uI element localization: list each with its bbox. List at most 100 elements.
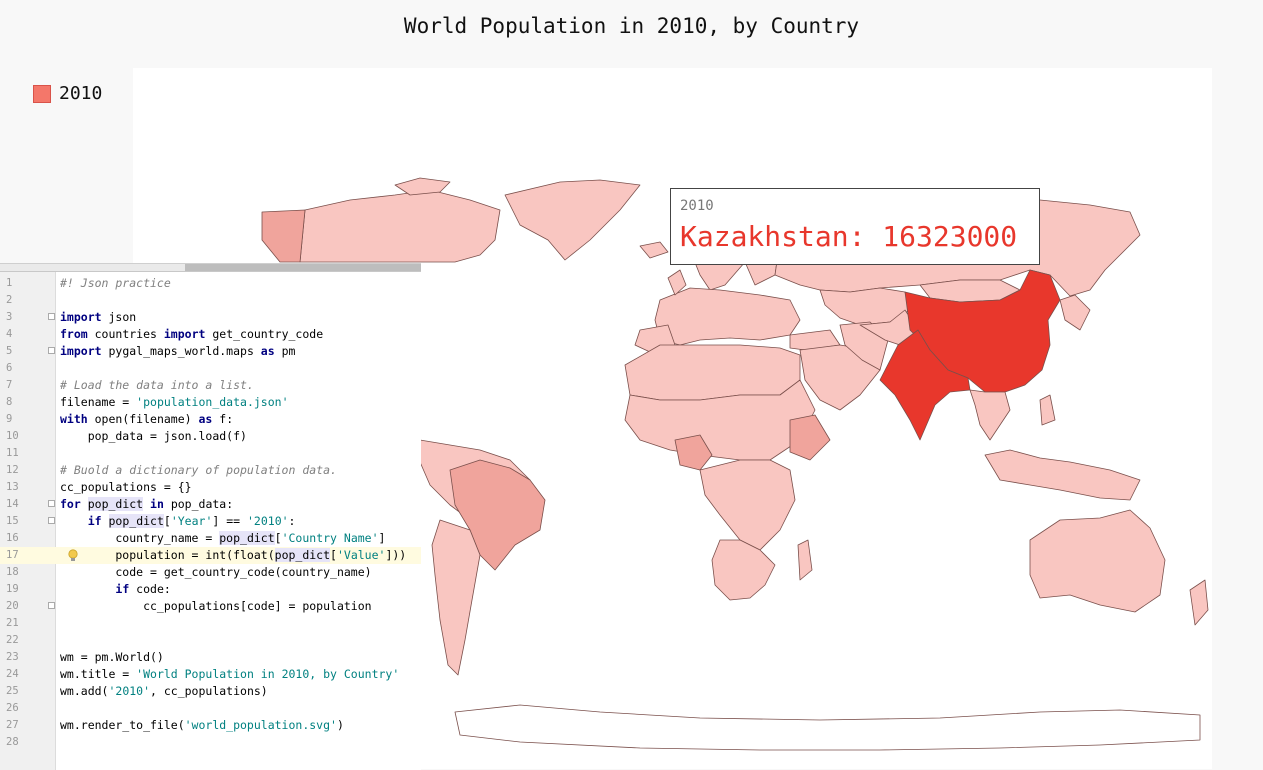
line-number: 18 <box>6 566 19 578</box>
code-line[interactable]: 7 # Load the data into a list. <box>0 377 421 394</box>
country-madagascar[interactable] <box>797 539 813 581</box>
country-canada-islands[interactable] <box>394 177 451 196</box>
code-line[interactable]: 18 code = get_country_code(country_name) <box>0 564 421 581</box>
line-number: 14 <box>6 498 19 510</box>
country-greenland[interactable] <box>504 179 641 261</box>
code-editor[interactable]: 1 #! Json practice 2 3 import json 4 from coun… <box>0 263 421 770</box>
code-line[interactable]: 13 cc_populations = {} <box>0 479 421 496</box>
code-text: # Load the data into a list. <box>60 378 254 392</box>
code-line[interactable]: 2 <box>0 292 421 309</box>
line-number: 27 <box>6 719 19 731</box>
code-line[interactable]: 17 population = int(float(pop_dict['Valu… <box>0 547 421 564</box>
line-number: 16 <box>6 532 19 544</box>
editor-tab-active[interactable] <box>185 264 421 271</box>
line-number: 22 <box>6 634 19 646</box>
country-brazil[interactable] <box>449 459 546 571</box>
fold-icon[interactable] <box>48 602 55 609</box>
country-argentina-chile[interactable] <box>431 519 481 676</box>
country-ethiopia[interactable] <box>789 414 831 461</box>
code-text: filename = 'population_data.json' <box>60 395 289 409</box>
line-number: 12 <box>6 464 19 476</box>
country-africa-central[interactable] <box>699 459 796 551</box>
code-line[interactable]: 25 wm.add('2010', cc_populations) <box>0 683 421 700</box>
code-line[interactable]: 28 <box>0 734 421 751</box>
code-line[interactable]: 9 with open(filename) as f: <box>0 411 421 428</box>
code-line[interactable]: 8 filename = 'population_data.json' <box>0 394 421 411</box>
line-number: 6 <box>6 362 13 374</box>
code-line[interactable]: 1 #! Json practice <box>0 275 421 292</box>
code-text: code = get_country_code(country_name) <box>60 565 372 579</box>
line-number: 21 <box>6 617 19 629</box>
code-line[interactable]: 21 <box>0 615 421 632</box>
country-iceland[interactable] <box>639 241 669 259</box>
country-usa-alaska[interactable] <box>261 209 306 263</box>
country-canada[interactable] <box>299 189 501 263</box>
line-number: 1 <box>6 277 13 289</box>
code-line[interactable]: 14 for pop_dict in pop_data: <box>0 496 421 513</box>
fold-icon[interactable] <box>48 517 55 524</box>
line-number: 10 <box>6 430 19 442</box>
line-number: 11 <box>6 447 19 459</box>
code-line[interactable]: 15 if pop_dict['Year'] == '2010': <box>0 513 421 530</box>
line-number: 5 <box>6 345 13 357</box>
code-line[interactable]: 23 wm = pm.World() <box>0 649 421 666</box>
country-europe-west[interactable] <box>654 287 801 346</box>
country-africa-south[interactable] <box>711 539 776 601</box>
code-line[interactable]: 24 wm.title = 'World Population in 2010, … <box>0 666 421 683</box>
line-number: 17 <box>6 549 19 561</box>
country-new-zealand[interactable] <box>1189 579 1209 626</box>
code-line[interactable]: 11 <box>0 445 421 462</box>
line-number: 24 <box>6 668 19 680</box>
line-number: 7 <box>6 379 13 391</box>
country-nigeria[interactable] <box>674 434 713 471</box>
code-text: country_name = pop_dict['Country Name'] <box>60 531 386 545</box>
code-line[interactable]: 16 country_name = pop_dict['Country Name… <box>0 530 421 547</box>
map-tooltip: 2010 Kazakhstan: 16323000 <box>670 188 1040 265</box>
line-number: 3 <box>6 311 13 323</box>
line-number: 13 <box>6 481 19 493</box>
fold-icon[interactable] <box>48 313 55 320</box>
code-line[interactable]: 6 <box>0 360 421 377</box>
fold-icon[interactable] <box>48 347 55 354</box>
code-line[interactable]: 22 <box>0 632 421 649</box>
code-line[interactable]: 19 if code: <box>0 581 421 598</box>
code-text: cc_populations = {} <box>60 480 192 494</box>
code-text: from countries import get_country_code <box>60 327 324 341</box>
code-line[interactable]: 10 pop_data = json.load(f) <box>0 428 421 445</box>
tooltip-value: Kazakhstan: 16323000 <box>680 220 1018 253</box>
editor-tab-strip[interactable] <box>0 264 185 271</box>
line-number: 8 <box>6 396 13 408</box>
code-text: if pop_dict['Year'] == '2010': <box>87 514 296 528</box>
code-text: wm.render_to_file('world_population.svg'… <box>60 718 344 732</box>
tooltip-series: 2010 <box>680 198 714 214</box>
country-uk[interactable] <box>667 269 687 296</box>
country-australia[interactable] <box>1029 509 1166 613</box>
lightbulb-icon[interactable] <box>67 549 79 562</box>
code-text: if code: <box>115 582 171 596</box>
code-line[interactable]: 26 <box>0 700 421 717</box>
code-text: for pop_dict in pop_data: <box>60 497 234 511</box>
code-line[interactable]: 27 wm.render_to_file('world_population.sv… <box>0 717 421 734</box>
editor-body[interactable]: 1 #! Json practice 2 3 import json 4 from coun… <box>0 272 421 770</box>
code-line[interactable]: 3 import json <box>0 309 421 326</box>
country-indonesia[interactable] <box>984 449 1141 501</box>
line-number: 23 <box>6 651 19 663</box>
code-text: with open(filename) as f: <box>60 412 234 426</box>
code-line[interactable]: 4 from countries import get_country_code <box>0 326 421 343</box>
legend-item-2010[interactable]: 2010 <box>33 83 102 104</box>
country-philippines[interactable] <box>1039 394 1056 426</box>
code-text: import json <box>60 310 137 324</box>
code-line[interactable]: 20 cc_populations[code] = population <box>0 598 421 615</box>
code-text: population = int(float(pop_dict['Value']… <box>60 548 407 562</box>
country-korea-japan[interactable] <box>1059 294 1091 331</box>
code-text: pop_data = json.load(f) <box>60 429 247 443</box>
fold-icon[interactable] <box>48 500 55 507</box>
country-southeast-asia[interactable] <box>969 389 1011 441</box>
country-india[interactable] <box>879 329 971 441</box>
line-number: 2 <box>6 294 13 306</box>
country-africa-north[interactable] <box>624 344 801 401</box>
editor-tab-bar <box>0 264 421 272</box>
code-line[interactable]: 5 import pygal_maps_world.maps as pm <box>0 343 421 360</box>
line-number: 20 <box>6 600 19 612</box>
code-line[interactable]: 12 # Buold a dictionary of population dat… <box>0 462 421 479</box>
